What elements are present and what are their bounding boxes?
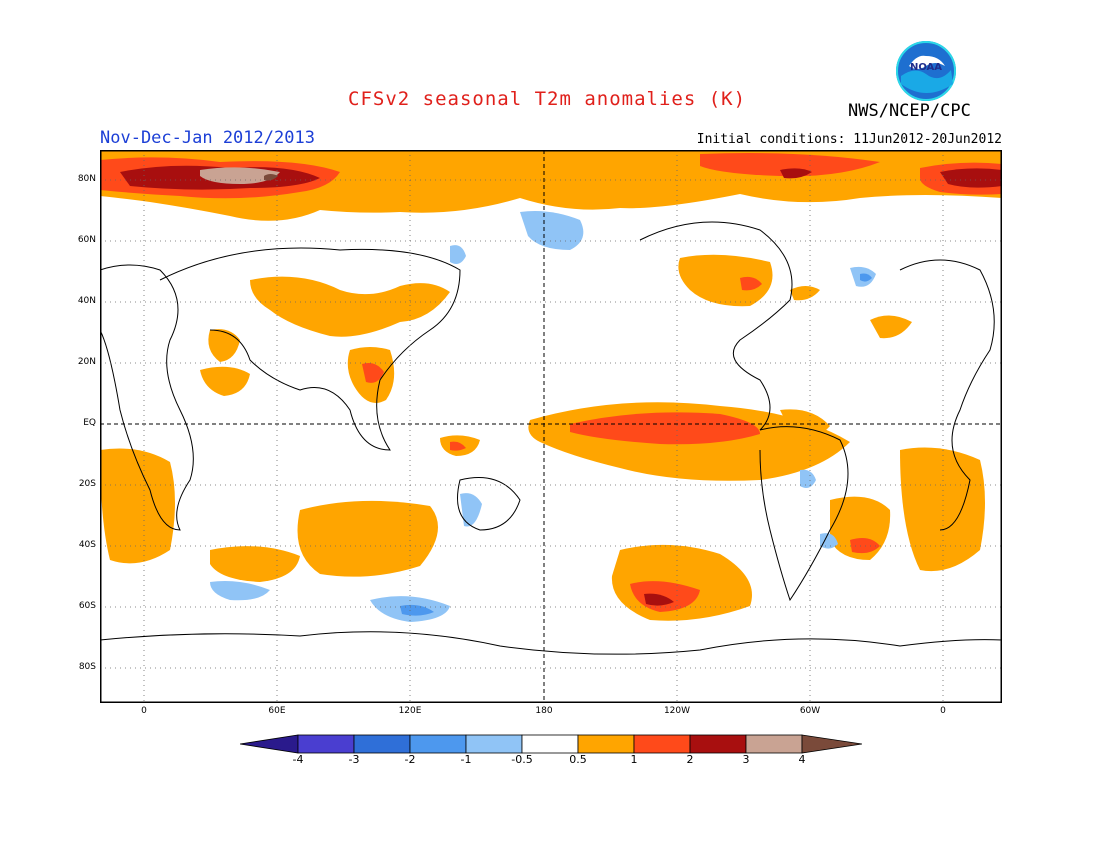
lat-label-60n: 60N <box>77 235 96 245</box>
lat-label-80s: 80S <box>78 662 96 672</box>
noaa-logo: NOAA <box>896 41 956 101</box>
colorbar-bin <box>633 734 691 754</box>
colorbar-bin <box>577 734 635 754</box>
lat-label-60s: 60S <box>78 601 96 611</box>
colorbar-bin <box>465 734 523 754</box>
lon-label-0-east: 0 <box>940 706 946 716</box>
colorbar-bin <box>409 734 467 754</box>
colorbar-label: 3 <box>742 753 750 766</box>
lon-label-120w: 120W <box>663 706 691 716</box>
lon-label-180: 180 <box>535 706 553 716</box>
lon-label-0: 0 <box>141 706 147 716</box>
colorbar-label: -1 <box>460 753 472 766</box>
lat-label-40s: 40S <box>78 540 96 550</box>
colorbar-label: -2 <box>404 753 416 766</box>
chart-title: CFSv2 seasonal T2m anomalies (K) <box>348 88 747 110</box>
lat-label-eq: EQ <box>83 418 96 428</box>
colorbar-label: 1 <box>630 753 638 766</box>
colorbar-arrow-high <box>801 734 862 754</box>
colorbar-bin <box>689 734 747 754</box>
noaa-logo-text: NOAA <box>910 62 942 73</box>
anomaly-regions-warm <box>100 150 1002 621</box>
anomaly-regions-cool <box>210 211 876 622</box>
colorbar-bin <box>521 734 579 754</box>
colorbar-label: -0.5 <box>511 753 533 766</box>
season-label: Nov-Dec-Jan 2012/2013 <box>100 128 315 148</box>
colorbar-label: -3 <box>348 753 360 766</box>
graticule <box>100 150 1002 703</box>
anomaly-map <box>100 150 1002 703</box>
colorbar-label: 4 <box>798 753 806 766</box>
lat-label-20n: 20N <box>77 357 96 367</box>
lon-label-60e: 60E <box>268 706 286 716</box>
colorbar-label: 2 <box>686 753 694 766</box>
colorbar-bin <box>353 734 411 754</box>
lon-label-60w: 60W <box>799 706 821 716</box>
colorbar-arrow-low <box>240 734 299 754</box>
initial-conditions-label: Initial conditions: 11Jun2012-20Jun2012 <box>696 132 1002 147</box>
colorbar-bin <box>745 734 803 754</box>
colorbar <box>240 734 862 754</box>
lat-label-40n: 40N <box>77 296 96 306</box>
lon-label-120e: 120E <box>398 706 422 716</box>
colorbar-label: 0.5 <box>569 753 587 766</box>
center-label: NWS/NCEP/CPC <box>848 101 971 121</box>
map-frame <box>100 150 1002 703</box>
lat-label-80n: 80N <box>77 174 96 184</box>
colorbar-label: -4 <box>292 753 304 766</box>
lat-label-20s: 20S <box>78 479 96 489</box>
coastlines <box>100 221 1002 655</box>
colorbar-bin <box>297 734 355 754</box>
